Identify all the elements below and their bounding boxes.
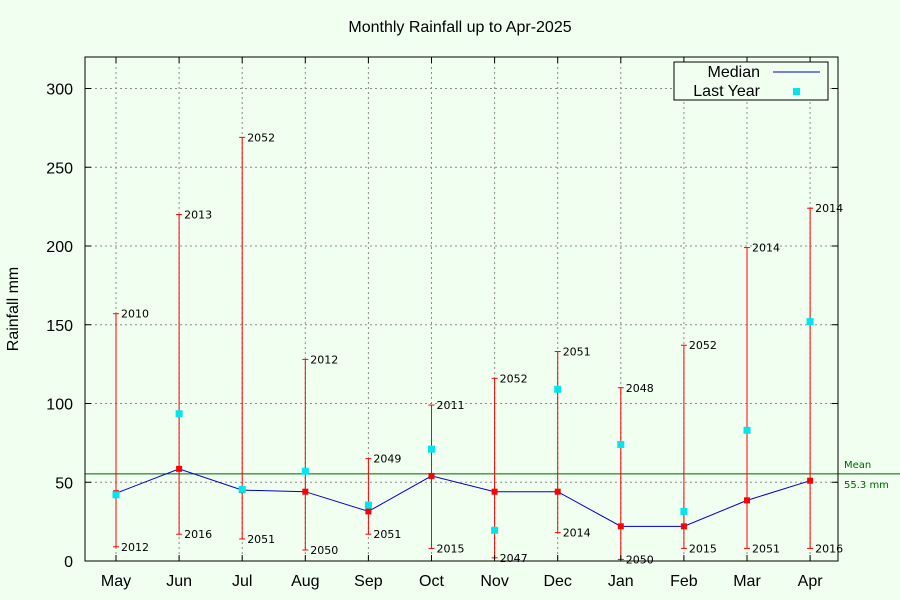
max-year-label: 2051 [563, 346, 591, 359]
x-tick-label: Oct [419, 573, 444, 590]
median-line [115, 468, 811, 527]
x-tick-label: Dec [543, 573, 571, 590]
last-year-point [743, 426, 751, 434]
max-year-label: 2010 [121, 308, 149, 321]
median-point [365, 508, 372, 515]
x-tick-label: Nov [480, 573, 508, 590]
min-year-label: 2015 [689, 542, 717, 555]
median-point [302, 488, 309, 495]
plot-frame [84, 56, 839, 562]
min-year-label: 2051 [752, 542, 780, 555]
last-year-point [301, 467, 309, 475]
mean-label: Mean [844, 460, 871, 471]
max-year-label: 2048 [626, 382, 654, 395]
min-year-label: 2016 [184, 528, 212, 541]
min-year-label: 2016 [815, 542, 843, 555]
x-tick-label: Feb [670, 573, 698, 590]
median-point [617, 523, 624, 530]
y-tick-label: 300 [46, 82, 73, 99]
median-point [554, 488, 561, 495]
last-year-point [554, 385, 562, 393]
y-axis-label: Rainfall mm [5, 267, 22, 351]
legend-box [673, 61, 829, 101]
min-year-label: 2047 [500, 552, 528, 565]
min-year-label: 2050 [626, 553, 654, 566]
legend-last-year-label: Last Year [693, 83, 760, 100]
mean-line-group: Mean 55.3 mm [85, 460, 900, 491]
last-year-point [491, 526, 499, 534]
x-tick-label: Mar [733, 573, 761, 590]
y-tick-label: 150 [46, 318, 73, 335]
y-tick-label: 200 [46, 239, 73, 256]
grid [85, 57, 838, 561]
y-tick-label: 250 [46, 160, 73, 177]
legend-last-year-swatch [793, 88, 800, 95]
median-point [744, 497, 750, 504]
x-tick-label: May [101, 573, 131, 590]
max-year-label: 2052 [247, 131, 275, 144]
median-point [680, 523, 687, 530]
last-year-series [112, 318, 814, 534]
min-year-label: 2050 [310, 544, 338, 557]
legend-median-label: Median [708, 64, 760, 81]
max-year-label: 2014 [752, 242, 780, 255]
x-tick-label: Sep [354, 573, 383, 590]
x-tick-label: Jan [608, 573, 634, 590]
median-point [807, 477, 814, 484]
axis-ticks: 0 50 100 150 200 250 300 May Jun Jul Aug Sep Oct Nov D… [46, 57, 838, 590]
x-tick-label: Aug [291, 573, 319, 590]
median-point [491, 488, 498, 495]
x-tick-label: Jun [166, 573, 192, 590]
last-year-point [112, 491, 120, 499]
y-tick-label: 50 [55, 475, 73, 492]
x-tick-label: Apr [798, 573, 824, 590]
mean-value-label: 55.3 mm [844, 480, 889, 491]
last-year-point [617, 440, 625, 448]
min-year-label: 2014 [563, 527, 591, 540]
max-year-label: 2049 [373, 453, 401, 466]
y-tick-label: 100 [46, 397, 73, 414]
last-year-point [428, 445, 435, 453]
y-tick-label: 0 [64, 554, 73, 571]
min-year-label: 2015 [437, 542, 465, 555]
max-year-label: 2013 [184, 209, 212, 222]
max-year-label: 2011 [437, 399, 465, 412]
median-series [113, 465, 814, 530]
year-labels: 2010 2012 2013 2016 2052 2051 2012 2050 2049 2051… [121, 131, 843, 566]
max-year-label: 2052 [500, 372, 528, 385]
median-point [428, 472, 435, 479]
chart-title: Monthly Rainfall up to Apr-2025 [348, 19, 571, 36]
last-year-point [175, 410, 183, 418]
last-year-point [364, 501, 372, 509]
max-year-label: 2012 [310, 353, 338, 366]
last-year-point [806, 318, 814, 326]
last-year-point [680, 507, 688, 515]
min-year-label: 2012 [121, 541, 149, 554]
max-year-label: 2014 [815, 202, 843, 215]
x-tick-label: Jul [232, 573, 252, 590]
max-year-label: 2052 [689, 339, 717, 352]
last-year-point [238, 485, 246, 493]
median-point [176, 465, 183, 472]
legend: Median Last Year [673, 61, 829, 101]
min-year-label: 2051 [373, 528, 401, 541]
min-year-label: 2051 [247, 533, 275, 546]
